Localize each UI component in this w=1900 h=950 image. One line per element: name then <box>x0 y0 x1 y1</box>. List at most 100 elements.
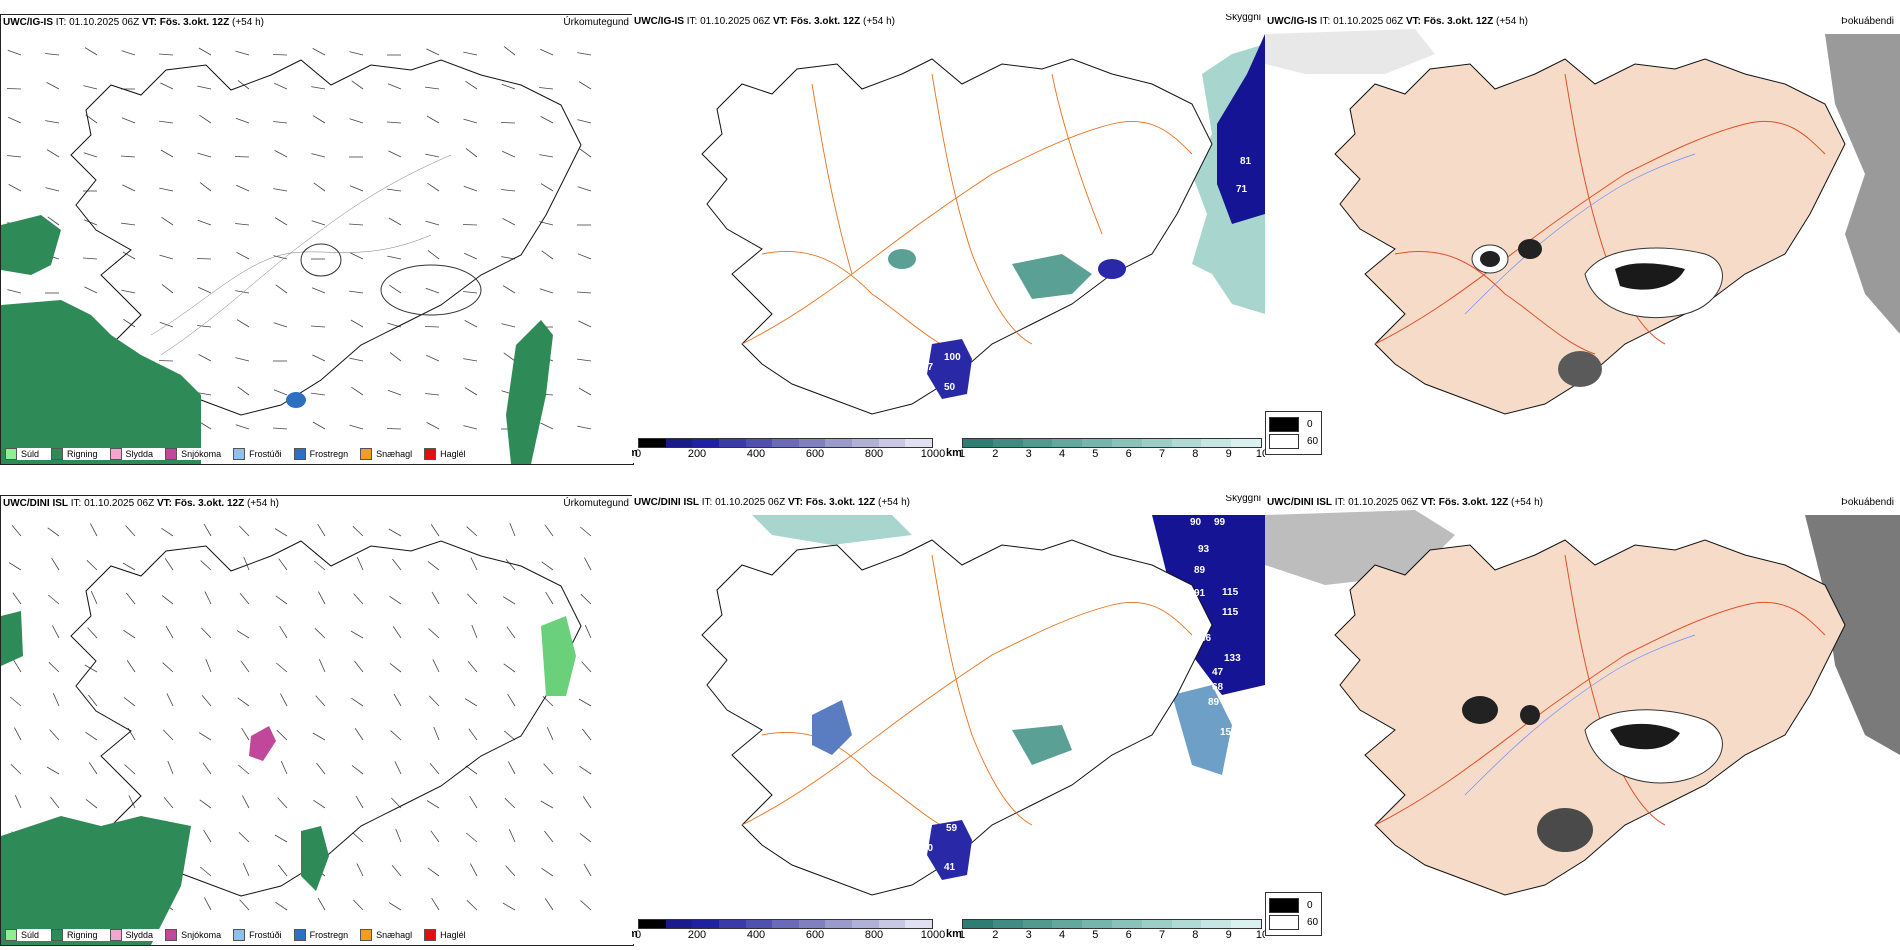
fog-legend: 0 60 <box>1265 411 1323 455</box>
wind-barb <box>427 250 440 260</box>
wind-barb <box>352 526 364 537</box>
wind-barb <box>205 658 212 673</box>
wind-barb <box>540 48 554 56</box>
fog-legend-label: 60 <box>1307 917 1319 928</box>
colorbar-segment <box>992 439 1023 447</box>
wind-barb <box>161 527 174 537</box>
wind-barb <box>540 116 554 124</box>
wind-barb <box>82 257 98 260</box>
wind-barb <box>578 698 592 707</box>
iceland-outline <box>701 539 1213 896</box>
colorbar-segment <box>798 439 826 447</box>
wind-barb <box>505 559 516 571</box>
wind-barb <box>46 766 60 775</box>
wind-barb <box>274 217 288 226</box>
wind-barb <box>159 254 174 260</box>
colorbar-tick: 4 <box>1058 448 1066 460</box>
panel-title: UWC/IG-IS IT: 01.10.2025 06Z VT: Fös. 3.… <box>634 16 895 27</box>
wind-barb <box>351 386 364 396</box>
wind-barb <box>502 150 516 158</box>
colorbar-tick: 6 <box>1125 929 1132 941</box>
colorbar-tick: 800 <box>864 448 884 460</box>
legend-item: Súld <box>5 929 39 941</box>
panel-type: Úrkomutegund <box>563 17 629 28</box>
wind-barb <box>502 218 516 226</box>
panel-title: UWC/IG-IS IT: 01.10.2025 06Z VT: Fös. 3.… <box>1267 16 1528 27</box>
wind-barb <box>317 523 326 537</box>
wind-barb <box>47 216 60 226</box>
wind-barb <box>540 800 554 809</box>
wind-barb <box>315 695 326 707</box>
wind-barb <box>236 319 250 328</box>
wind-barb <box>464 698 478 707</box>
panel-type: Þokuábendi <box>1841 497 1894 508</box>
colorbar-segment <box>878 920 906 928</box>
colorbar-tick: 8 <box>1192 448 1199 460</box>
wind-barb <box>349 424 364 430</box>
wind-barb <box>197 152 212 158</box>
wind-barb <box>500 122 516 124</box>
wind-barb <box>311 220 326 226</box>
wind-barb <box>389 352 402 362</box>
wind-barb <box>509 522 516 537</box>
legend-label: Rigning <box>67 449 98 459</box>
fog-map <box>1265 29 1900 415</box>
wind-barb <box>393 693 402 707</box>
wind-barb <box>394 761 402 775</box>
fog-panel-row1: UWC/IG-IS IT: 01.10.2025 06Z VT: Fös. 3.… <box>1265 14 1900 463</box>
cloud-base-label: 77 <box>1110 735 1122 746</box>
wind-barb <box>197 85 212 90</box>
wind-barb <box>203 523 212 537</box>
fog-map <box>1265 510 1900 896</box>
precip-map <box>1 46 592 464</box>
wind-barb <box>428 628 440 639</box>
wind-barb <box>236 252 250 260</box>
wind-barb <box>502 285 516 294</box>
fog-legend-swatch <box>1269 417 1299 432</box>
wind-barb <box>539 154 554 158</box>
wind-barb <box>46 149 60 158</box>
legend-item: Snjókoma <box>165 448 221 460</box>
iceland-outline <box>701 58 1213 415</box>
cloud-base-label: 133 <box>1224 653 1241 664</box>
wind-barb <box>354 728 364 741</box>
wind-barb <box>121 117 136 124</box>
wind-barb <box>274 528 288 537</box>
wind-barb <box>8 184 22 192</box>
wind-barb <box>122 251 136 260</box>
wind-barb <box>310 325 326 328</box>
legend-label: Snjókoma <box>181 449 222 459</box>
wind-barb <box>501 189 516 192</box>
colorbar-segment <box>963 920 993 928</box>
legend-swatch <box>165 448 178 460</box>
wind-barb <box>577 253 592 260</box>
wind-barb <box>463 118 478 124</box>
wind-barb <box>279 625 288 639</box>
wind-barb <box>45 53 60 56</box>
cloud-base-label: 43 <box>702 727 714 738</box>
wind-barb <box>311 392 326 396</box>
wind-barb <box>272 427 288 430</box>
wind-barb <box>504 730 516 741</box>
wind-barb <box>388 150 402 158</box>
iceland-outline <box>70 540 582 897</box>
wind-barb <box>48 662 60 673</box>
wind-barb <box>389 284 402 294</box>
cloud-base-label: 90 <box>1190 517 1202 528</box>
cloud-base-label: 99 <box>1214 517 1226 528</box>
colorbar-tick: 9 <box>1225 448 1232 460</box>
wind-barb <box>201 627 212 639</box>
panel-title: UWC/IG-IS IT: 01.10.2025 06Z VT: Fös. 3.… <box>3 17 264 28</box>
cloud-base-label: 47 <box>1212 667 1224 678</box>
wind-barb <box>582 728 592 741</box>
wind-barb <box>14 795 22 809</box>
legend-item: Snæhagl <box>360 929 412 941</box>
panel-title: UWC/DINI ISL IT: 01.10.2025 06Z VT: Fös.… <box>3 498 279 509</box>
colorbar-segment <box>665 439 693 447</box>
wind-barb <box>49 729 60 741</box>
wind-barb <box>467 661 478 673</box>
fog-legend-row: 0 <box>1269 898 1318 913</box>
colorbar-segment <box>1231 920 1261 928</box>
fog-legend-row: 0 <box>1269 417 1318 432</box>
wind-barb <box>312 48 326 56</box>
